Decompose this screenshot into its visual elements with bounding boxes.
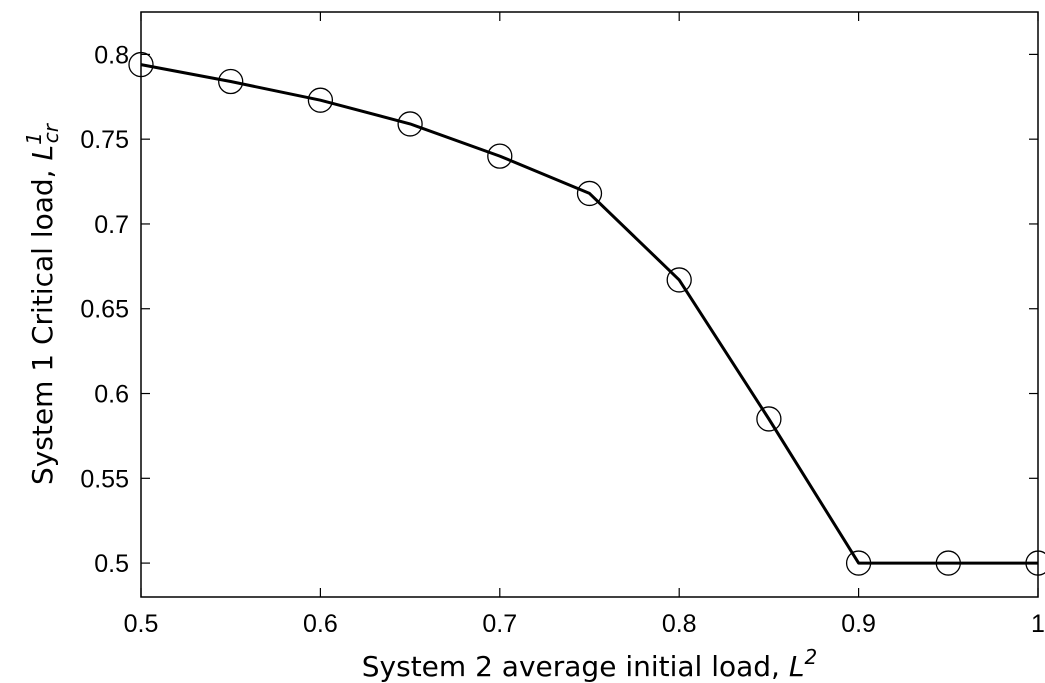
y-tick-label: 0.75 <box>80 126 129 154</box>
y-axis-label-sub: cr <box>39 122 63 143</box>
ticks-layer: 0.5 0.6 0.7 0.8 0.9 1 0.5 0.55 0.6 0.65 0.7 0.75 0.8 <box>80 12 1045 638</box>
data-point-marker <box>307 87 334 113</box>
data-point-marker <box>218 68 244 95</box>
x-tick-label: 0.9 <box>841 610 876 638</box>
data-point-marker <box>666 267 692 293</box>
x-axis-label-var: L <box>789 650 805 683</box>
y-tick-label: 0.5 <box>94 550 129 578</box>
data-point-marker <box>935 550 961 576</box>
y-axis-label-text: System 1 Critical load, <box>26 161 59 486</box>
y-tick-label: 0.55 <box>80 465 129 493</box>
y-tick-label: 0.7 <box>94 211 129 239</box>
y-tick-label: 0.6 <box>94 381 129 409</box>
y-tick-label: 0.65 <box>80 296 129 324</box>
y-axis-label-var: L <box>26 145 59 161</box>
x-tick-label: 0.8 <box>662 610 697 638</box>
x-tick-label: 1 <box>1031 610 1045 638</box>
data-point-marker <box>756 406 782 432</box>
data-point-marker <box>845 550 872 576</box>
y-tick-label: 0.8 <box>94 41 129 69</box>
data-point-marker <box>487 143 513 169</box>
x-axis-label: System 2 average initial load, L2 <box>362 645 817 683</box>
y-axis-label-sup: 1 <box>22 132 46 145</box>
series-line <box>140 63 1038 565</box>
x-tick-label: 0.5 <box>124 610 159 638</box>
data-point-marker <box>576 180 603 207</box>
y-axis-label: System 1 Critical load, L1cr <box>22 122 63 485</box>
data-point-marker <box>397 111 423 137</box>
series-layer <box>128 51 1045 576</box>
plot-frame <box>140 11 1039 598</box>
x-axis-label-sup: 2 <box>804 645 817 669</box>
x-tick-label: 0.7 <box>482 610 517 638</box>
x-tick-label: 0.6 <box>303 610 338 638</box>
x-axis-label-text: System 2 average initial load, <box>362 650 789 683</box>
